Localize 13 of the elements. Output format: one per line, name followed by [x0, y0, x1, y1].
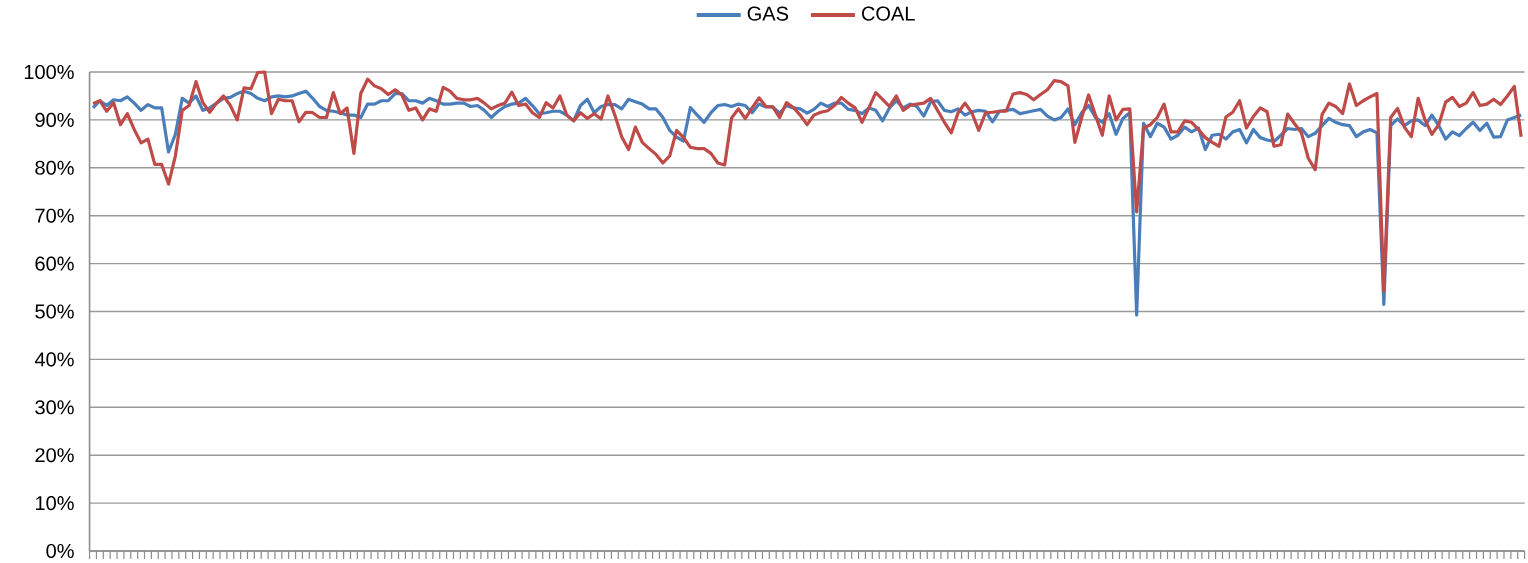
- y-tick-label: 0%: [46, 543, 74, 559]
- y-tick-label: 30%: [35, 400, 74, 415]
- y-tick-label: 100%: [24, 64, 74, 80]
- y-tick-label: 50%: [35, 304, 74, 319]
- legend-label: GAS: [747, 6, 789, 21]
- y-tick-label: 60%: [35, 256, 74, 271]
- y-tick-label: 40%: [34, 352, 74, 367]
- y-tick-label: 20%: [35, 448, 74, 463]
- legend-label: COAL: [861, 6, 915, 21]
- y-tick-label: 80%: [35, 160, 74, 175]
- y-tick-label: 90%: [35, 112, 74, 127]
- y-tick-label: 70%: [35, 208, 74, 223]
- y-tick-label: 10%: [36, 496, 74, 511]
